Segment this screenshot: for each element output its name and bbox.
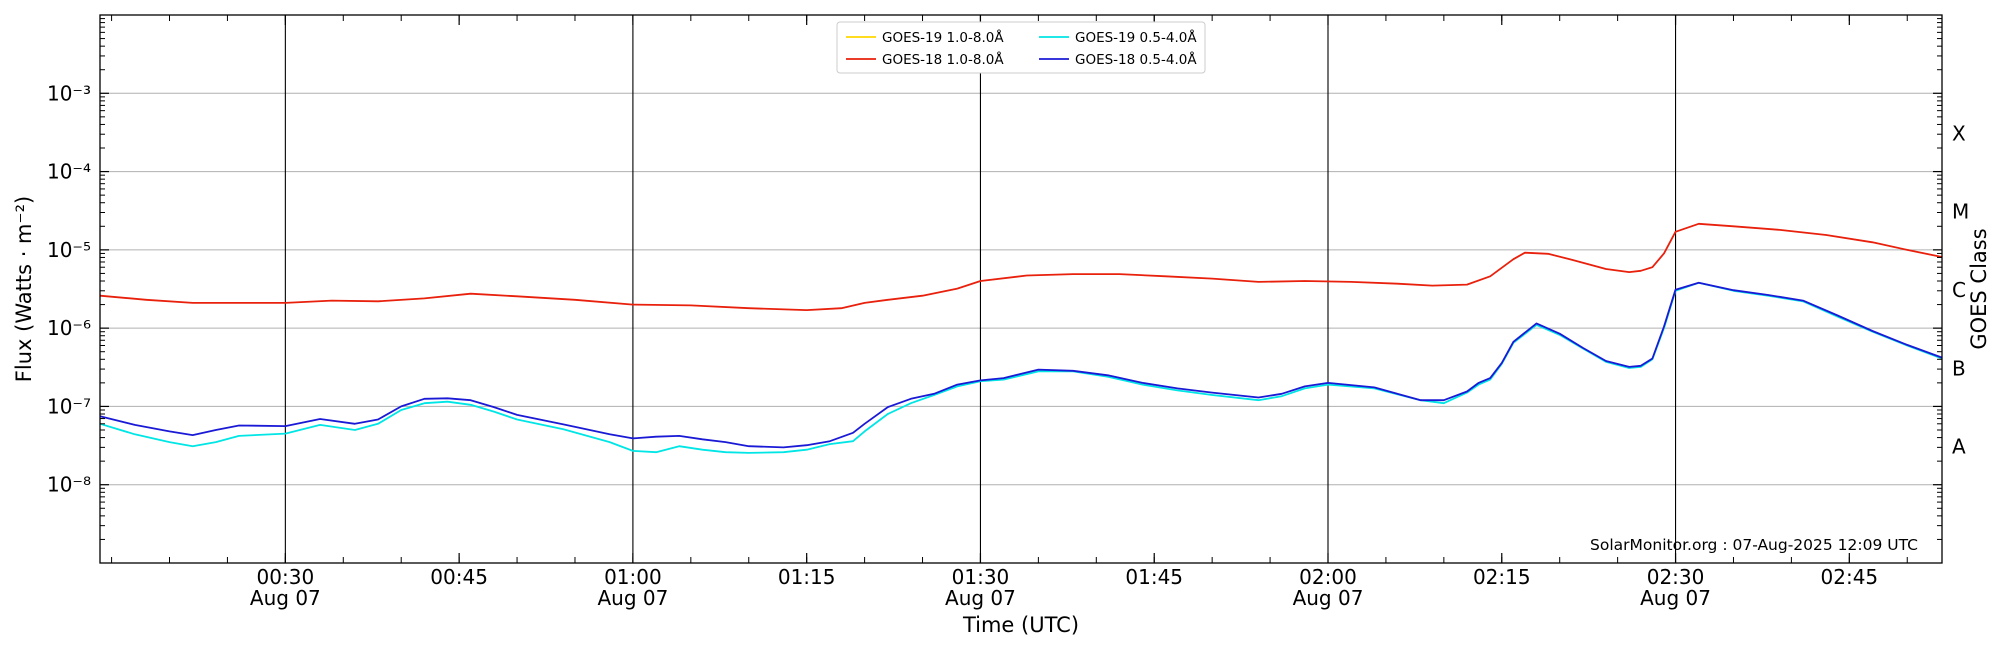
y-tick-label: 10⁻⁸ xyxy=(47,473,91,497)
plot-frame xyxy=(99,14,1943,564)
x-axis-title: Time (UTC) xyxy=(962,613,1079,637)
x-tick-date-label: Aug 07 xyxy=(597,586,668,610)
y-tick-label: 10⁻⁷ xyxy=(47,394,91,418)
legend: GOES-19 1.0-8.0Å GOES-18 1.0-8.0Å GOES-19 … xyxy=(836,21,1206,74)
credit-text: SolarMonitor.org : 07-Aug-2025 12:09 UTC xyxy=(1590,536,1918,554)
x-tick-label: 02:15 xyxy=(1473,565,1531,589)
legend-box xyxy=(836,21,1206,74)
series-line xyxy=(99,222,1943,312)
legend-label: GOES-18 1.0-8.0Å xyxy=(882,51,1004,68)
x-tick-label: 01:30 xyxy=(952,565,1010,589)
y-tick-label: 10⁻⁵ xyxy=(47,238,91,262)
goes-class-axis-title: GOES Class xyxy=(1967,228,1991,349)
series-line xyxy=(99,281,1943,449)
x-tick-label: 00:30 xyxy=(257,565,315,589)
x-tick-label: 02:00 xyxy=(1299,565,1357,589)
goes-class-label: M xyxy=(1952,200,1969,224)
x-tick-label: 01:45 xyxy=(1125,565,1183,589)
x-tick-date-label: Aug 07 xyxy=(250,586,321,610)
x-tick-label: 01:15 xyxy=(778,565,836,589)
y-axis-title: Flux (Watts · m⁻²) xyxy=(12,196,36,382)
y-tick-label: 10⁻⁴ xyxy=(47,160,91,184)
x-tick-label: 01:00 xyxy=(604,565,662,589)
x-tick-date-label: Aug 07 xyxy=(1640,586,1711,610)
x-tick-label: 02:30 xyxy=(1647,565,1705,589)
goes-class-label: A xyxy=(1952,435,1966,459)
x-tick-label: 00:45 xyxy=(430,565,488,589)
goes-class-label: C xyxy=(1952,278,1966,302)
legend-label: GOES-19 0.5-4.0Å xyxy=(1075,29,1197,46)
x-tick-label: 02:45 xyxy=(1821,565,1879,589)
series-layer xyxy=(99,222,1943,454)
x-tick-date-label: Aug 07 xyxy=(945,586,1016,610)
legend-label: GOES-19 1.0-8.0Å xyxy=(882,29,1004,46)
series-line xyxy=(99,281,1943,454)
legend-label: GOES-18 0.5-4.0Å xyxy=(1075,51,1197,68)
x-tick-date-label: Aug 07 xyxy=(1293,586,1364,610)
goes-class-label: B xyxy=(1952,356,1966,380)
y-tick-label: 10⁻⁶ xyxy=(47,316,91,340)
y-tick-label: 10⁻³ xyxy=(47,81,91,105)
goes-class-label: X xyxy=(1952,121,1966,145)
